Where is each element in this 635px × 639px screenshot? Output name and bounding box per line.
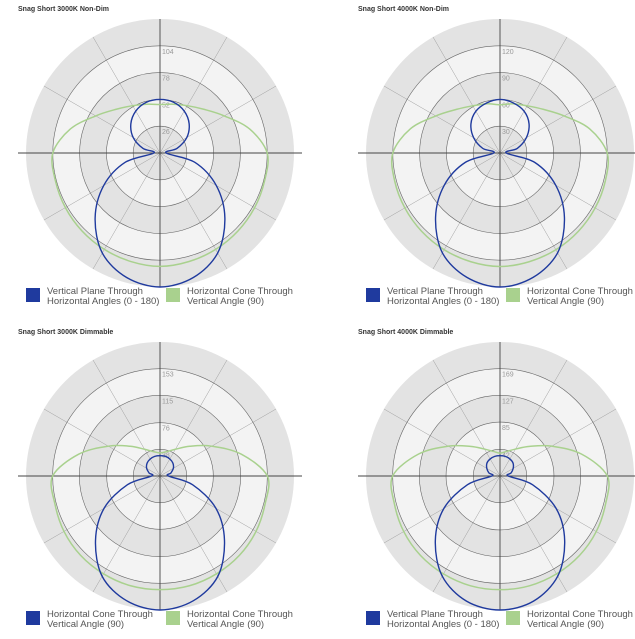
legend-swatch (366, 288, 380, 302)
legend-item-horizontal-cone: Horizontal Cone Through Vertical Angle (… (166, 610, 293, 630)
vertical-plane-curve (434, 98, 566, 288)
polar-chart: 38 76 115 153 (18, 342, 302, 611)
legend-label-line: Horizontal Cone Through (187, 286, 293, 297)
vertical-plane-curve (94, 98, 226, 288)
legend-item-vertical-plane: Vertical Plane Through Horizontal Angles… (366, 287, 499, 307)
ring-value-label: 153 (162, 372, 174, 379)
ring-value-label: 42 (502, 452, 510, 459)
ring-value-label: 169 (502, 372, 514, 379)
legend-item-horizontal-cone: Horizontal Cone Through Vertical Angle (… (166, 287, 293, 307)
legend-label-line: Vertical Plane Through (387, 286, 483, 297)
legend-label-line: Horizontal Angles (0 - 180) (387, 619, 500, 630)
ring-value-label: 76 (162, 426, 170, 433)
legend-label-line: Vertical Plane Through (387, 609, 483, 620)
polar-chart: 30 60 90 120 (358, 19, 635, 288)
horizontal-cone-curve (51, 103, 269, 268)
legend-label-line: Horizontal Cone Through (47, 609, 153, 620)
ring-value-label: 78 (162, 76, 170, 83)
panel-4000k-dimmable: Snag Short 4000K Dimmable 42 85 127 169 Ver… (340, 323, 635, 639)
legend-swatch (166, 611, 180, 625)
legend-swatch (366, 611, 380, 625)
legend-label-line: Horizontal Angles (0 - 180) (47, 296, 160, 307)
ring-value-label: 26 (162, 129, 170, 136)
legend-label: Horizontal Cone Through Vertical Angle (… (527, 287, 633, 307)
panel-3000k-non-dim: Snag Short 3000K Non-Dim 26 52 78 104 Verti… (0, 0, 317, 316)
panel-title: Snag Short 3000K Dimmable (18, 329, 114, 336)
polar-chart: 26 52 78 104 (18, 19, 302, 288)
legend-label-line: Horizontal Cone Through (187, 609, 293, 620)
ring-value-label: 104 (162, 49, 174, 56)
panel-title: Snag Short 4000K Non-Dim (358, 6, 450, 13)
ring-value-label: 85 (502, 425, 510, 432)
legend-label: Horizontal Cone Through Vertical Angle (… (187, 287, 293, 307)
legend-item-vertical-plane: Vertical Plane Through Horizontal Angles… (26, 287, 159, 307)
legend-label-line: Horizontal Cone Through (527, 286, 633, 297)
legend-label: Vertical Plane Through Horizontal Angles… (47, 287, 159, 307)
horizontal-cone-curve (390, 444, 610, 591)
ring-value-label: 115 (162, 398, 173, 405)
legend-label-line: Vertical Plane Through (47, 286, 143, 297)
legend-item-vertical-plane: Vertical Plane Through Horizontal Angles… (366, 610, 499, 630)
legend-label-line: Vertical Angle (90) (527, 296, 605, 307)
legend-label-line: Vertical Angle (90) (187, 619, 265, 630)
legend-label-line: Vertical Angle (90) (527, 619, 605, 630)
ring-value-label: 127 (502, 398, 514, 405)
legend-label-line: Vertical Angle (90) (187, 296, 265, 307)
ring-value-label: 30 (502, 129, 510, 136)
legend-label: Horizontal Cone Through Vertical Angle (… (527, 610, 633, 630)
legend-item-horizontal-cone: Horizontal Cone Through Vertical Angle (… (506, 287, 633, 307)
vertical-plane-curve (434, 454, 566, 611)
panel-title: Snag Short 4000K Dimmable (358, 329, 454, 336)
horizontal-cone-curve (390, 103, 610, 268)
legend-swatch (166, 288, 180, 302)
polar-chart: 42 85 127 169 (358, 342, 635, 611)
legend-label-line: Horizontal Cone Through (527, 609, 633, 620)
legend-swatch (26, 288, 40, 302)
legend-label-line: Vertical Angle (90) (47, 619, 125, 630)
panel-4000k-non-dim: Snag Short 4000K Non-Dim 30 60 90 120 Verti… (340, 0, 635, 316)
legend-swatch (506, 611, 520, 625)
legend-label: Vertical Plane Through Horizontal Angles… (387, 610, 499, 630)
legend-item-vertical-plane: Horizontal Cone Through Vertical Angle (… (26, 610, 153, 630)
legend-item-horizontal-cone: Horizontal Cone Through Vertical Angle (… (506, 610, 633, 630)
legend-label-line: Horizontal Angles (0 - 180) (387, 296, 500, 307)
panel-3000k-dimmable: Snag Short 3000K Dimmable 38 76 115 153 Hor… (0, 323, 317, 639)
horizontal-cone-curve (50, 444, 270, 591)
vertical-plane-curve (94, 454, 226, 611)
legend-swatch (26, 611, 40, 625)
panel-title: Snag Short 3000K Non-Dim (18, 6, 110, 13)
ring-value-label: 60 (502, 102, 510, 109)
legend-label: Horizontal Cone Through Vertical Angle (… (47, 610, 153, 630)
legend-label: Vertical Plane Through Horizontal Angles… (387, 287, 499, 307)
ring-value-label: 38 (162, 452, 170, 459)
legend-swatch (506, 288, 520, 302)
ring-value-label: 120 (502, 49, 514, 56)
legend-label: Horizontal Cone Through Vertical Angle (… (187, 610, 293, 630)
ring-value-label: 90 (502, 76, 510, 83)
ring-value-label: 52 (162, 102, 170, 109)
